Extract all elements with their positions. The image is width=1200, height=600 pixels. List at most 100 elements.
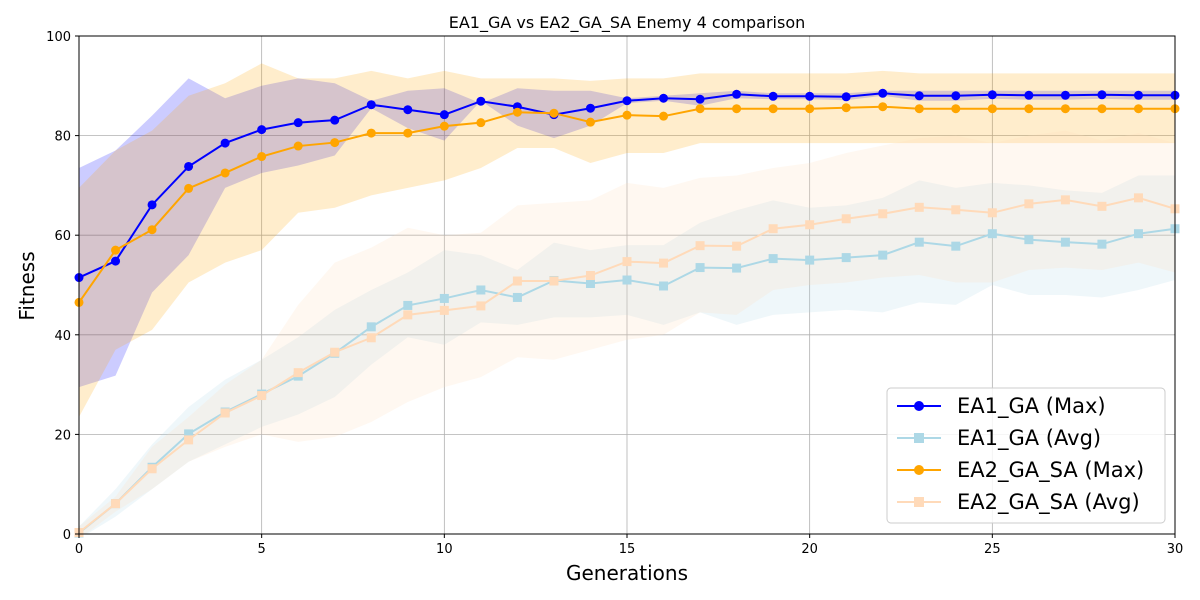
data-point [768, 224, 778, 234]
y-tick-label: 100 [46, 30, 71, 45]
data-point [878, 102, 888, 112]
data-point [330, 347, 340, 357]
x-tick-label: 0 [75, 542, 83, 557]
legend-marker [914, 433, 924, 443]
data-point [330, 115, 340, 125]
data-point [220, 168, 230, 178]
data-point [768, 254, 778, 264]
data-point [914, 91, 924, 101]
data-point [622, 275, 632, 285]
data-point [951, 205, 961, 215]
data-point [1097, 90, 1107, 100]
data-point [805, 91, 815, 101]
data-point [732, 104, 742, 114]
legend-marker [914, 401, 924, 411]
legend-label: EA2_GA_SA (Max) [957, 458, 1144, 483]
y-tick-label: 20 [54, 428, 71, 443]
data-point [439, 293, 449, 303]
data-point [1133, 193, 1143, 203]
chart-title: EA1_GA vs EA2_GA_SA Enemy 4 comparison [449, 13, 806, 33]
data-point [293, 118, 303, 128]
data-point [111, 256, 121, 266]
data-point [585, 279, 595, 289]
data-point [987, 229, 997, 239]
data-point [841, 103, 851, 113]
data-point [147, 464, 157, 474]
x-axis-ticks: 0 5 10 15 20 25 30 [75, 534, 1183, 557]
data-point [878, 250, 888, 260]
y-tick-label: 40 [54, 329, 71, 344]
data-point [512, 276, 522, 286]
data-point [439, 110, 449, 120]
data-point [659, 281, 669, 291]
data-point [111, 245, 121, 255]
data-point [293, 141, 303, 151]
legend-box [886, 387, 1166, 524]
x-axis-label: Generations [566, 561, 688, 585]
data-point [403, 310, 413, 320]
data-point [987, 90, 997, 100]
data-point [732, 263, 742, 273]
data-point [695, 263, 705, 273]
data-point [805, 220, 815, 230]
data-point [659, 258, 669, 268]
data-point [914, 202, 924, 212]
data-point [476, 285, 486, 295]
data-point [695, 241, 705, 251]
data-point [585, 103, 595, 113]
y-tick-label: 0 [63, 528, 71, 543]
data-point [184, 183, 194, 193]
data-point [439, 305, 449, 315]
data-point [841, 253, 851, 263]
data-point [512, 292, 522, 302]
confidence-bands [79, 63, 1175, 534]
data-point [293, 368, 303, 378]
data-point [257, 152, 267, 162]
data-point [951, 104, 961, 114]
data-point [330, 138, 340, 148]
data-point [841, 92, 851, 102]
data-point [768, 104, 778, 114]
data-point [914, 104, 924, 114]
data-point [184, 161, 194, 171]
x-tick-label: 20 [801, 542, 818, 557]
data-point [1060, 104, 1070, 114]
data-point [403, 105, 413, 115]
data-point [403, 128, 413, 138]
data-point [914, 237, 924, 247]
data-point [878, 209, 888, 219]
data-point [1097, 104, 1107, 114]
x-tick-label: 10 [436, 542, 453, 557]
data-point [220, 138, 230, 148]
data-point [549, 108, 559, 118]
data-point [695, 104, 705, 114]
data-point [878, 88, 888, 98]
data-point [732, 89, 742, 99]
data-point [622, 96, 632, 106]
data-point [257, 391, 267, 401]
data-point [1060, 195, 1070, 205]
data-point [257, 125, 267, 135]
data-point [366, 128, 376, 138]
data-point [184, 429, 194, 439]
data-point [1024, 90, 1034, 100]
x-tick-label: 25 [984, 542, 1001, 557]
data-point [1097, 239, 1107, 249]
data-point [476, 96, 486, 106]
data-point [111, 499, 121, 509]
data-point [147, 225, 157, 235]
legend-label: EA2_GA_SA (Avg) [957, 490, 1140, 515]
legend-label: EA1_GA (Avg) [957, 426, 1101, 451]
data-point [659, 93, 669, 103]
data-point [403, 300, 413, 310]
data-point [659, 111, 669, 121]
data-point [1133, 104, 1143, 114]
data-point [366, 322, 376, 332]
confidence-band [79, 78, 1175, 388]
data-point [549, 276, 559, 286]
data-point [951, 91, 961, 101]
data-point [987, 208, 997, 218]
confidence-band [79, 130, 1175, 534]
data-point [1024, 199, 1034, 209]
confidence-band [79, 175, 1175, 534]
